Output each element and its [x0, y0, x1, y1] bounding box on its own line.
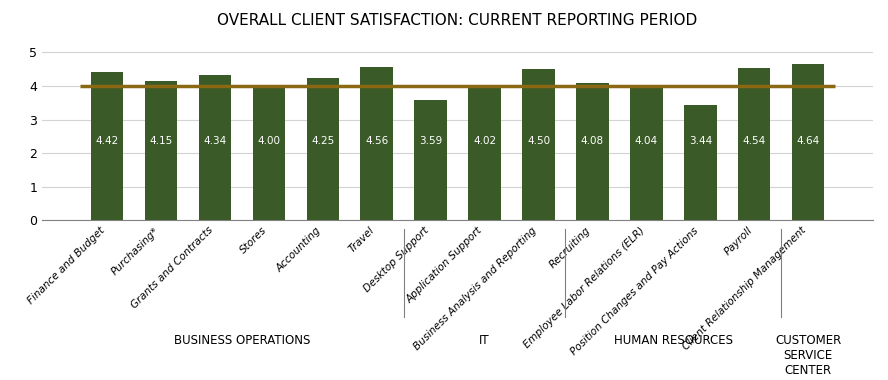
Bar — [738, 68, 771, 220]
Text: 4.08: 4.08 — [581, 136, 604, 146]
Title: OVERALL CLIENT SATISFACTION: CURRENT REPORTING PERIOD: OVERALL CLIENT SATISFACTION: CURRENT REP… — [218, 13, 698, 28]
Bar — [576, 83, 608, 220]
Bar — [361, 67, 392, 220]
Text: CUSTOMER
SERVICE
CENTER: CUSTOMER SERVICE CENTER — [775, 334, 842, 377]
Bar — [415, 100, 447, 220]
Bar — [306, 78, 339, 220]
Text: 4.04: 4.04 — [635, 136, 658, 146]
Legend: 2023, Target: 2023, Target — [377, 375, 539, 380]
Text: 4.02: 4.02 — [473, 136, 496, 146]
Bar — [684, 105, 717, 220]
Text: 4.34: 4.34 — [203, 136, 226, 146]
Text: 4.42: 4.42 — [95, 136, 118, 146]
Bar — [522, 69, 555, 220]
Text: 4.50: 4.50 — [527, 136, 550, 146]
Text: 3.44: 3.44 — [689, 136, 712, 146]
Text: BUSINESS OPERATIONS: BUSINESS OPERATIONS — [173, 334, 310, 347]
Text: 4.00: 4.00 — [258, 136, 281, 146]
Bar — [199, 74, 231, 220]
Text: IT: IT — [480, 334, 490, 347]
Text: 3.59: 3.59 — [419, 136, 442, 146]
Bar — [252, 86, 285, 220]
Text: 4.56: 4.56 — [365, 136, 388, 146]
Bar — [792, 65, 824, 220]
Text: HUMAN RESOURCES: HUMAN RESOURCES — [614, 334, 733, 347]
Bar — [468, 85, 501, 220]
Bar — [91, 72, 123, 220]
Text: 4.15: 4.15 — [149, 136, 172, 146]
Text: 4.54: 4.54 — [742, 136, 766, 146]
Bar — [630, 85, 662, 220]
Text: 4.64: 4.64 — [797, 136, 820, 146]
Bar — [145, 81, 177, 220]
Text: 4.25: 4.25 — [311, 136, 334, 146]
